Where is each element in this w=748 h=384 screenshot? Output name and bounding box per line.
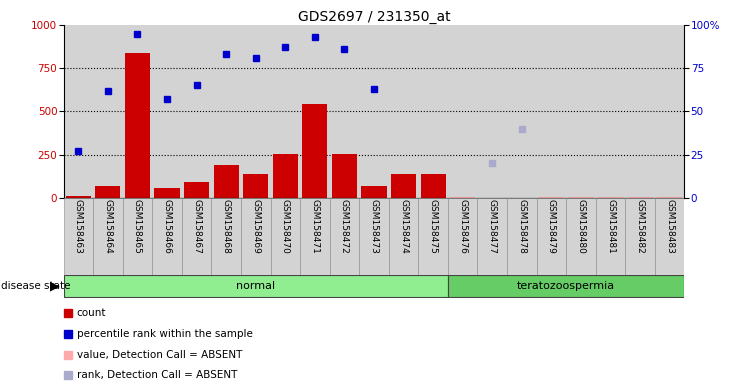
Text: GSM158470: GSM158470 xyxy=(280,199,289,254)
Text: GSM158471: GSM158471 xyxy=(310,199,319,254)
Text: GSM158473: GSM158473 xyxy=(370,199,378,254)
Bar xyxy=(212,25,241,198)
Text: GDS2697 / 231350_at: GDS2697 / 231350_at xyxy=(298,10,450,23)
Bar xyxy=(598,197,623,198)
Bar xyxy=(153,198,182,275)
Bar xyxy=(125,53,150,198)
Text: disease state: disease state xyxy=(1,281,71,291)
Bar xyxy=(657,197,682,198)
Bar xyxy=(64,275,448,297)
Text: ▶: ▶ xyxy=(50,280,60,293)
Bar xyxy=(214,165,239,198)
Bar xyxy=(271,25,300,198)
Bar xyxy=(123,198,153,275)
Bar xyxy=(625,198,654,275)
Text: GSM158475: GSM158475 xyxy=(429,199,438,254)
Bar xyxy=(66,196,91,198)
Text: GSM158466: GSM158466 xyxy=(162,199,171,254)
Text: count: count xyxy=(76,308,106,318)
Bar xyxy=(507,198,536,275)
Bar xyxy=(332,154,357,198)
Bar xyxy=(153,25,182,198)
Bar xyxy=(477,198,507,275)
Bar xyxy=(271,198,300,275)
Bar xyxy=(212,198,241,275)
Bar xyxy=(300,25,330,198)
Bar xyxy=(359,25,389,198)
Bar xyxy=(539,197,564,198)
Bar xyxy=(391,174,416,198)
Text: GSM158479: GSM158479 xyxy=(547,199,556,254)
Bar xyxy=(184,182,209,198)
Bar xyxy=(330,25,359,198)
Text: GSM158463: GSM158463 xyxy=(74,199,83,254)
Text: GSM158464: GSM158464 xyxy=(103,199,112,254)
Bar xyxy=(595,25,625,198)
Bar xyxy=(94,198,123,275)
Bar xyxy=(243,174,269,198)
Bar xyxy=(448,275,684,297)
Bar xyxy=(330,198,359,275)
Bar xyxy=(64,25,94,198)
Bar xyxy=(64,198,94,275)
Bar xyxy=(625,25,654,198)
Bar xyxy=(628,197,653,198)
Bar xyxy=(568,197,593,198)
Bar xyxy=(95,186,120,198)
Bar xyxy=(595,198,625,275)
Text: value, Detection Call = ABSENT: value, Detection Call = ABSENT xyxy=(76,349,242,360)
Text: GSM158482: GSM158482 xyxy=(636,199,645,254)
Text: GSM158481: GSM158481 xyxy=(606,199,615,254)
Bar xyxy=(448,25,477,198)
Text: GSM158468: GSM158468 xyxy=(221,199,230,254)
Bar xyxy=(566,198,595,275)
Bar xyxy=(448,198,477,275)
Bar xyxy=(389,198,418,275)
Bar xyxy=(654,25,684,198)
Bar xyxy=(241,25,271,198)
Bar xyxy=(182,25,212,198)
Bar xyxy=(566,25,595,198)
Bar xyxy=(182,198,212,275)
Bar xyxy=(302,104,328,198)
Text: GSM158467: GSM158467 xyxy=(192,199,201,254)
Bar xyxy=(450,197,475,198)
Bar xyxy=(536,198,566,275)
Bar xyxy=(359,198,389,275)
Text: GSM158472: GSM158472 xyxy=(340,199,349,254)
Text: GSM158476: GSM158476 xyxy=(459,199,468,254)
Bar xyxy=(123,25,153,198)
Text: percentile rank within the sample: percentile rank within the sample xyxy=(76,329,252,339)
Text: GSM158483: GSM158483 xyxy=(665,199,674,254)
Bar xyxy=(300,198,330,275)
Bar xyxy=(477,25,507,198)
Text: GSM158474: GSM158474 xyxy=(399,199,408,254)
Text: GSM158477: GSM158477 xyxy=(488,199,497,254)
Bar xyxy=(273,154,298,198)
Bar xyxy=(241,198,271,275)
Bar xyxy=(420,174,446,198)
Text: GSM158465: GSM158465 xyxy=(133,199,142,254)
Text: GSM158480: GSM158480 xyxy=(577,199,586,254)
Text: rank, Detection Call = ABSENT: rank, Detection Call = ABSENT xyxy=(76,370,237,381)
Text: normal: normal xyxy=(236,281,275,291)
Bar xyxy=(94,25,123,198)
Bar xyxy=(507,25,536,198)
Bar xyxy=(418,25,448,198)
Text: GSM158478: GSM158478 xyxy=(518,199,527,254)
Bar xyxy=(418,198,448,275)
Bar xyxy=(654,198,684,275)
Text: GSM158469: GSM158469 xyxy=(251,199,260,254)
Bar xyxy=(536,25,566,198)
Bar xyxy=(361,186,387,198)
Bar xyxy=(155,188,180,198)
Text: teratozoospermia: teratozoospermia xyxy=(517,281,615,291)
Bar xyxy=(389,25,418,198)
